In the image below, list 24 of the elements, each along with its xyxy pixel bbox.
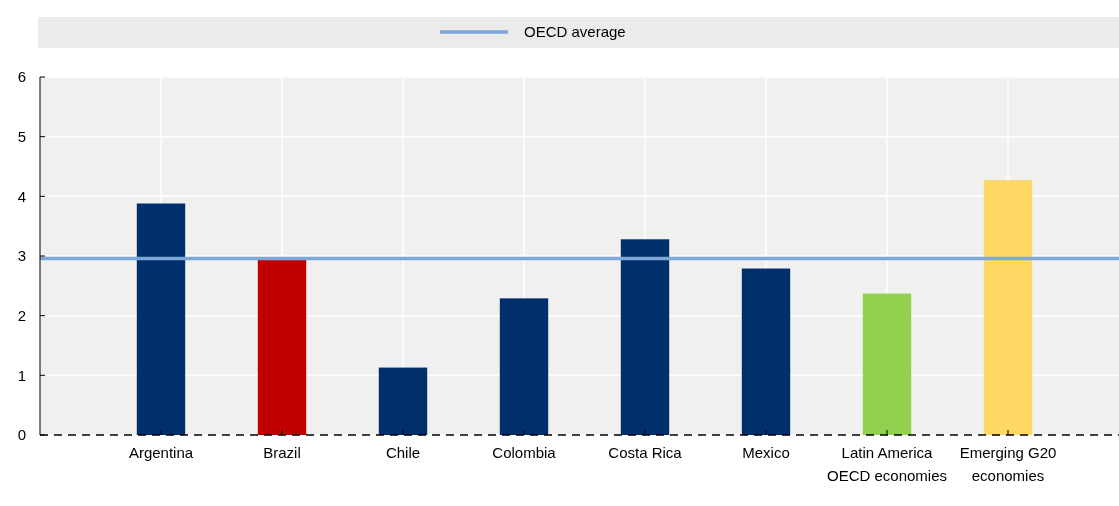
legend-label: OECD average <box>524 23 626 41</box>
x-tick-label: Latin America OECD economies <box>826 444 948 484</box>
y-tick-label: 4 <box>17 187 27 205</box>
x-tick-label: Mexico <box>742 444 790 461</box>
bar <box>257 258 307 435</box>
x-tick-label: Emerging G20 economies <box>959 444 1057 484</box>
y-tick-label: 0 <box>17 426 27 444</box>
x-tick-label: Brazil <box>263 444 301 461</box>
bar <box>983 180 1033 435</box>
bar <box>862 293 912 435</box>
y-tick-label: 3 <box>17 247 27 265</box>
bar <box>620 239 670 435</box>
bar <box>741 268 791 435</box>
bar <box>499 298 549 435</box>
y-tick-label: 1 <box>17 366 27 384</box>
y-tick-label: 6 <box>17 68 27 86</box>
x-tick-label: Chile <box>385 444 421 461</box>
y-tick-label: 2 <box>17 306 27 324</box>
y-tick-label: 5 <box>17 127 27 145</box>
bar <box>136 203 186 435</box>
x-tick-label: Costa Rica <box>608 444 683 461</box>
bar <box>378 367 428 435</box>
x-tick-label: Argentina <box>128 444 194 461</box>
x-tick-label: Colombia <box>492 444 557 461</box>
